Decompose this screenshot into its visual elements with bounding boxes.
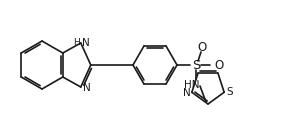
Text: O: O [214,59,224,71]
Text: N: N [183,88,191,98]
Text: S: S [192,59,200,71]
Text: HN: HN [184,80,200,90]
Text: N: N [82,38,90,48]
Text: S: S [227,87,234,97]
Text: N: N [83,83,91,93]
Text: O: O [197,40,207,54]
Text: H: H [73,38,80,47]
